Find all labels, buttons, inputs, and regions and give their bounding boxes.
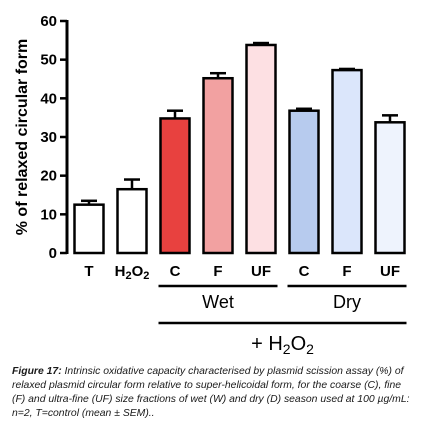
bar (116, 187, 148, 255)
bar (374, 121, 406, 255)
x-tick-label: UF (251, 263, 271, 280)
bar (245, 43, 277, 255)
y-tick-label: 30 (40, 129, 57, 146)
bar (331, 68, 363, 255)
x-axis-labels: T H2O2 C F UF C F UF (84, 263, 400, 282)
y-tick-label: 0 (49, 245, 57, 262)
bar (202, 76, 234, 255)
y-tick-label: 60 (40, 13, 57, 30)
figure-caption: Figure 17: Intrinsic oxidative capacity … (12, 365, 417, 421)
x-tick-label: C (299, 263, 310, 280)
y-tick-label: 20 (40, 168, 57, 185)
bar-chart: 0 10 20 30 40 50 60 T H2O2 C F UF C F UF Wet Dry + H2O2… (14, 13, 407, 357)
x-tick-label: UF (380, 263, 400, 280)
y-tick-label: 40 (40, 90, 57, 107)
y-axis: 0 10 20 30 40 50 60 (40, 13, 69, 262)
group-brackets: Wet Dry + H2O2 (158, 284, 407, 357)
group-label-dry: Dry (333, 292, 361, 312)
bar (73, 203, 105, 255)
y-axis-title: % of relaxed circular form (14, 39, 31, 236)
bar (159, 117, 191, 255)
x-tick-label: C (170, 263, 181, 280)
x-tick-label: F (213, 263, 222, 280)
group-label-wet: Wet (202, 292, 234, 312)
bars (73, 41, 406, 255)
x-tick-label: H2O2 (115, 263, 150, 282)
caption-text: Intrinsic oxidative capacity characteris… (12, 366, 410, 419)
x-tick-label: T (84, 263, 93, 280)
bar (288, 109, 320, 255)
caption-title: Figure 17: (12, 366, 62, 377)
y-tick-label: 50 (40, 52, 57, 69)
y-tick-label: 10 (40, 206, 57, 223)
x-tick-label: F (342, 263, 351, 280)
treatment-label: + H2O2 (251, 333, 314, 357)
